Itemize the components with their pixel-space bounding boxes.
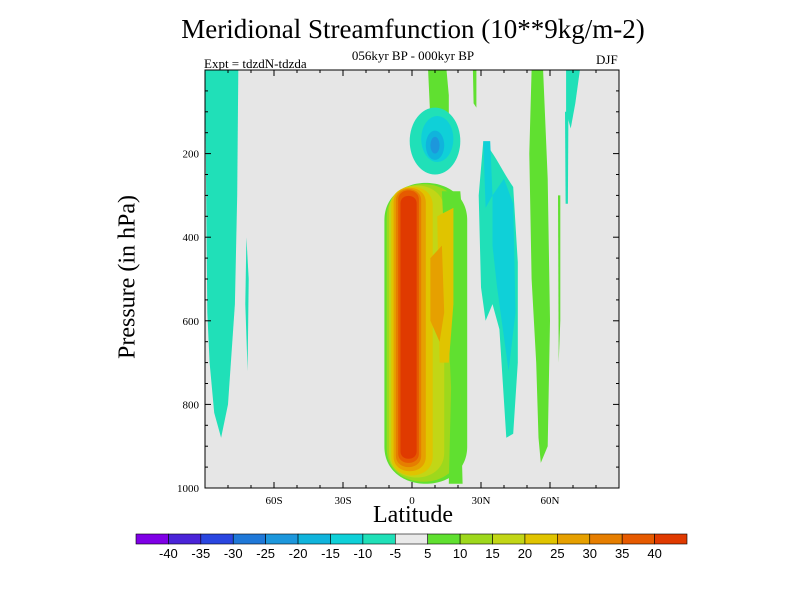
sh-negative-streak <box>245 237 249 371</box>
colorbar-label: 5 <box>424 546 431 561</box>
colorbar-swatch <box>589 533 623 545</box>
nh-upper-negative-streak <box>565 111 569 204</box>
upper-positive-filament-b <box>472 70 477 108</box>
colorbar-swatch <box>200 533 234 545</box>
nh-negative-band-inner <box>492 178 516 371</box>
chart-title: Meridional Streamfunction (10**9kg/m-2) <box>181 14 645 44</box>
x-tick-label: 0 <box>409 495 415 507</box>
colorbar-label: 10 <box>453 546 467 561</box>
colorbar-label: -30 <box>224 546 243 561</box>
colorbar-swatch <box>232 533 266 545</box>
contour-fields <box>205 70 580 484</box>
x-tick-label: 30N <box>472 495 491 507</box>
colorbar-swatch <box>427 533 461 545</box>
colorbar-label: -15 <box>321 546 340 561</box>
colorbar-swatch <box>492 533 526 545</box>
colorbar-label: 15 <box>485 546 499 561</box>
colorbar-swatch <box>459 533 493 545</box>
colorbar: -40 -35 -30 -25 -20 -15 -10 -5 5 10 15 20 25 30 35 40 <box>135 533 688 561</box>
colorbar-label: -40 <box>159 546 178 561</box>
x-tick-label: 30S <box>334 495 351 507</box>
x-tick-label: 60N <box>541 495 560 507</box>
colorbar-swatch <box>265 533 299 545</box>
x-axis-ticks: 60S 30S 0 30N 60N <box>204 70 620 507</box>
season-label: DJF <box>596 52 618 67</box>
colorbar-swatch <box>168 533 202 545</box>
y-tick-label: 1000 <box>177 483 200 495</box>
colorbar-swatch <box>524 533 558 545</box>
colorbar-label: 25 <box>550 546 564 561</box>
y-axis-ticks: 200 400 600 800 1000 <box>177 69 619 495</box>
y-tick-label: 800 <box>183 399 200 411</box>
colorbar-label: -20 <box>289 546 308 561</box>
colorbar-label: 40 <box>647 546 661 561</box>
colorbar-label: 20 <box>518 546 532 561</box>
experiment-label: Expt = tdzdN-tdzda <box>204 56 307 71</box>
colorbar-swatch <box>621 533 655 545</box>
y-tick-label: 400 <box>183 232 200 244</box>
x-axis-label: Latitude <box>373 502 453 528</box>
sh-negative-band <box>205 70 239 438</box>
nh-upper-negative <box>566 70 580 129</box>
nh-positive-streak <box>558 195 561 363</box>
colorbar-swatch <box>654 533 688 545</box>
colorbar-label: -10 <box>353 546 372 561</box>
colorbar-swatch <box>362 533 396 545</box>
tropical-cell-layer-8 <box>400 195 417 459</box>
y-tick-label: 600 <box>183 316 200 328</box>
x-tick-label: 60S <box>265 495 282 507</box>
colorbar-label: 30 <box>583 546 597 561</box>
chart-subtitle: 056kyr BP - 000kyr BP <box>351 48 475 63</box>
colorbar-label: -35 <box>191 546 210 561</box>
colorbar-label: -5 <box>390 546 402 561</box>
colorbar-swatch <box>297 533 331 545</box>
nh-negative-cap <box>483 141 493 208</box>
upper-negative-blob-core <box>430 136 440 154</box>
colorbar-swatch <box>135 533 169 545</box>
colorbar-swatch <box>557 533 591 545</box>
colorbar-swatch <box>330 533 364 545</box>
tropical-cell-orange-extension <box>430 245 445 342</box>
colorbar-label: 35 <box>615 546 629 561</box>
colorbar-swatch <box>394 533 429 545</box>
y-tick-label: 200 <box>183 149 200 161</box>
colorbar-label: -25 <box>256 546 275 561</box>
nh-positive-band <box>529 70 550 463</box>
